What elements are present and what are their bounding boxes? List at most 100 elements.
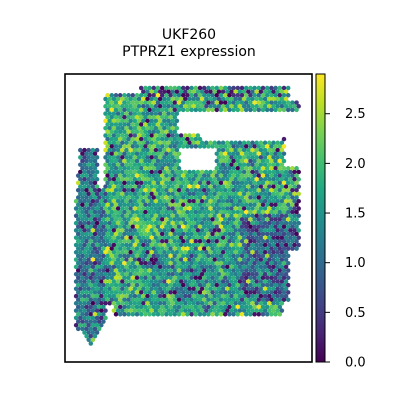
spot xyxy=(254,213,259,219)
spot xyxy=(212,264,217,270)
spot xyxy=(141,257,146,262)
spot xyxy=(267,89,272,94)
spot xyxy=(235,275,241,281)
spot xyxy=(273,85,278,91)
spot xyxy=(145,271,150,277)
spot xyxy=(195,264,201,270)
spot xyxy=(113,268,119,273)
spot xyxy=(252,260,257,266)
spot xyxy=(153,213,159,219)
spot xyxy=(193,290,199,295)
spot xyxy=(283,177,289,182)
spot xyxy=(94,162,100,167)
spot xyxy=(227,173,232,178)
spot xyxy=(290,246,295,251)
spot xyxy=(82,264,87,270)
spot xyxy=(117,268,123,273)
spot xyxy=(201,268,207,273)
spot xyxy=(256,246,262,251)
spot xyxy=(285,275,291,281)
spot xyxy=(220,242,226,248)
spot xyxy=(155,195,161,200)
spot xyxy=(73,220,79,226)
spot xyxy=(178,89,184,94)
spot xyxy=(92,187,98,193)
spot xyxy=(267,169,272,175)
spot xyxy=(138,260,144,266)
spot xyxy=(168,166,173,171)
spot xyxy=(239,85,245,91)
spot xyxy=(162,118,167,124)
spot xyxy=(208,89,213,94)
spot xyxy=(227,246,232,251)
spot xyxy=(147,187,152,193)
spot xyxy=(90,184,96,189)
spot xyxy=(84,180,89,186)
spot xyxy=(246,162,251,167)
spot xyxy=(126,173,131,178)
spot xyxy=(229,235,234,240)
spot xyxy=(143,297,148,302)
spot xyxy=(239,202,245,208)
spot xyxy=(138,253,144,259)
spot xyxy=(273,93,278,98)
spot xyxy=(124,191,129,197)
spot xyxy=(222,231,228,237)
spot xyxy=(220,169,226,175)
spot xyxy=(99,315,104,321)
spot xyxy=(174,206,180,211)
spot xyxy=(271,177,276,182)
spot xyxy=(227,239,232,244)
spot xyxy=(237,162,243,167)
spot xyxy=(172,107,178,113)
spot xyxy=(229,242,234,248)
spot xyxy=(210,217,215,222)
spot xyxy=(176,217,182,222)
spot xyxy=(250,242,255,248)
spot xyxy=(73,257,79,262)
spot xyxy=(248,239,253,244)
spot xyxy=(111,104,117,109)
spot xyxy=(73,322,79,328)
spot xyxy=(262,162,268,167)
spot xyxy=(113,122,119,127)
spot xyxy=(267,96,272,102)
spot xyxy=(75,312,81,317)
spot xyxy=(136,206,142,211)
spot xyxy=(126,246,131,251)
spot xyxy=(233,96,238,102)
spot xyxy=(174,286,180,292)
spot xyxy=(235,166,241,171)
spot xyxy=(206,231,211,237)
spot xyxy=(162,184,167,189)
spot xyxy=(147,304,152,310)
spot xyxy=(281,166,287,171)
spot xyxy=(281,231,287,237)
spot xyxy=(218,166,224,171)
spot xyxy=(138,297,144,302)
spot xyxy=(88,173,94,178)
spot xyxy=(285,282,291,288)
spot xyxy=(273,290,278,295)
spot xyxy=(294,246,299,251)
spot xyxy=(273,239,278,244)
spot xyxy=(109,187,115,193)
spot xyxy=(246,264,251,270)
spot xyxy=(250,206,255,211)
spot xyxy=(147,260,152,266)
spot xyxy=(254,140,259,146)
spot xyxy=(124,177,129,182)
spot xyxy=(229,308,234,313)
spot xyxy=(117,253,123,259)
spot xyxy=(75,180,81,186)
spot xyxy=(258,293,264,299)
spot xyxy=(134,239,140,244)
spot xyxy=(172,136,178,142)
spot xyxy=(122,100,127,105)
spot xyxy=(136,257,142,262)
spot xyxy=(80,290,85,295)
spot xyxy=(204,220,209,226)
spot xyxy=(103,206,108,211)
spot xyxy=(281,202,287,208)
spot xyxy=(275,155,280,160)
